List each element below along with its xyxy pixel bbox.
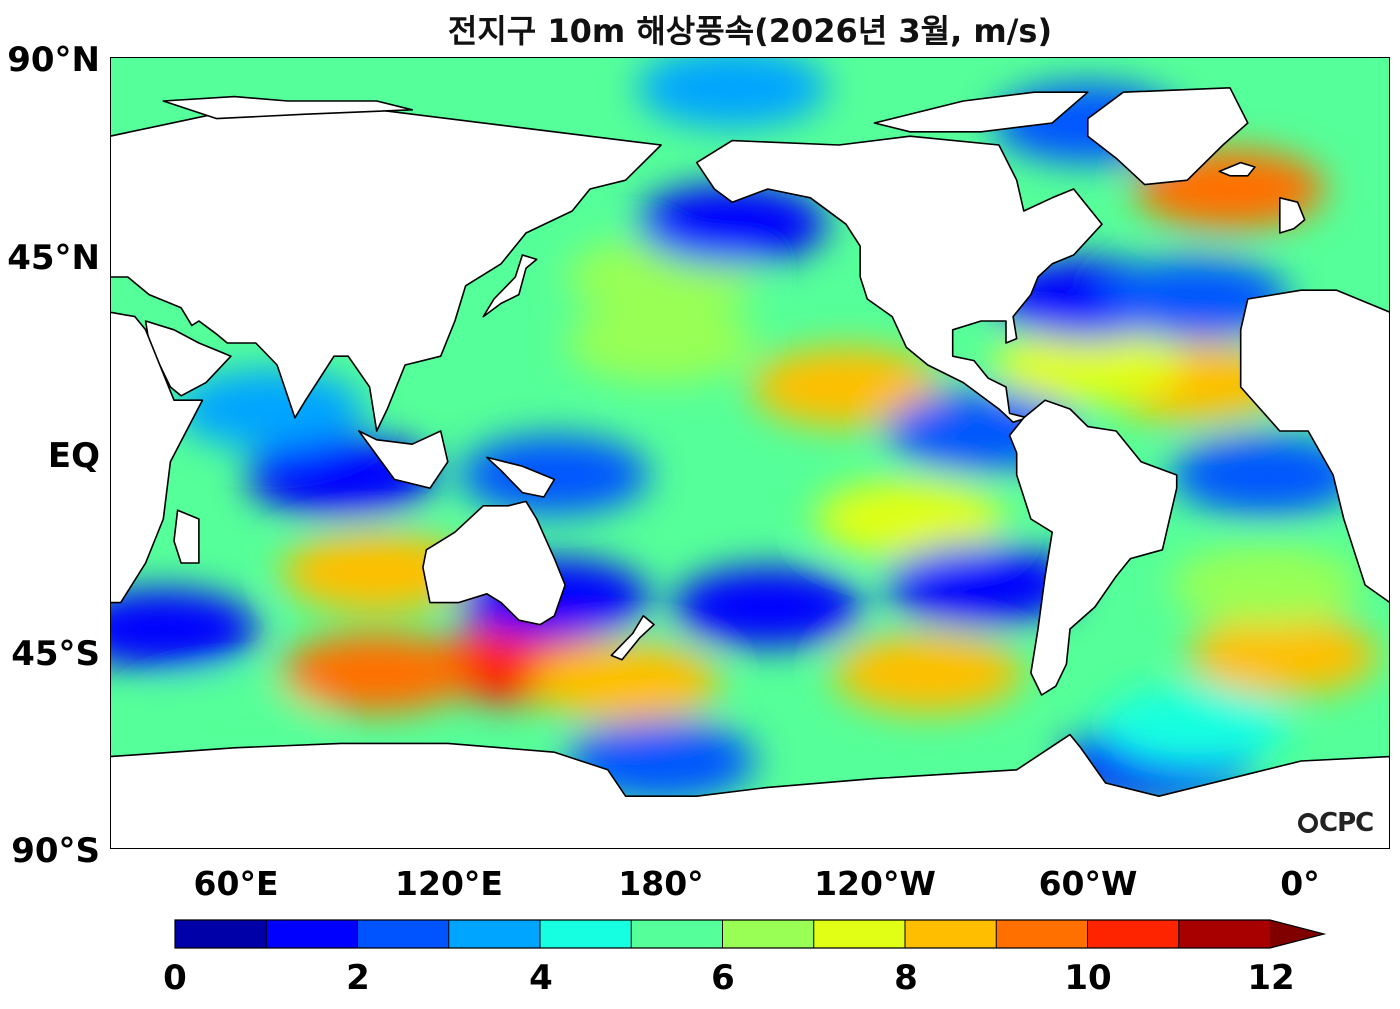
colorbar-bin-11 bbox=[1178, 920, 1271, 948]
land-africa-west bbox=[1239, 289, 1390, 604]
ytick-eq: EQ bbox=[47, 436, 100, 476]
colorbar-bin-7 bbox=[813, 920, 906, 948]
colorbar-bin-0 bbox=[175, 920, 267, 948]
colorbar-outline bbox=[174, 919, 1327, 949]
wind-cell-17 bbox=[1099, 259, 1290, 339]
land-australia bbox=[422, 500, 566, 626]
xtick-180: 180° bbox=[618, 864, 704, 903]
wind-speed-map bbox=[110, 57, 1390, 849]
cbar-tick-12: 12 bbox=[1247, 958, 1295, 998]
ytick-45n: 45°N bbox=[7, 238, 100, 278]
wind-cell-14 bbox=[886, 545, 1077, 625]
xtick-120e: 120°E bbox=[395, 864, 503, 903]
land-uk bbox=[1279, 197, 1306, 234]
wind-cell-1 bbox=[281, 633, 472, 713]
map-title: 전지구 10m 해상풍속(2026년 3월, m/s) bbox=[447, 12, 1053, 50]
ytick-45s: 45°S bbox=[11, 634, 100, 674]
wind-cell-27 bbox=[637, 57, 828, 128]
land-newguinea bbox=[486, 456, 556, 498]
colorbar-bin-10 bbox=[1087, 920, 1180, 948]
wind-cell-13 bbox=[672, 567, 863, 647]
colorbar-bin-1 bbox=[266, 920, 358, 948]
land-eurasia bbox=[110, 108, 662, 432]
wind-cell-29 bbox=[1099, 685, 1290, 766]
wind-cell-12 bbox=[992, 325, 1183, 405]
wind-cell-4 bbox=[1188, 615, 1379, 696]
wind-cell-3 bbox=[832, 633, 1023, 713]
land-newzealand bbox=[610, 614, 655, 661]
colorbar-bin-3 bbox=[448, 920, 541, 948]
wind-cell-9 bbox=[815, 479, 1005, 559]
ocpc-logo: CPC bbox=[1298, 808, 1374, 838]
xtick-0: 0° bbox=[1280, 864, 1320, 903]
ytick-90n: 90°N bbox=[7, 40, 100, 80]
colorbar-bin-5 bbox=[631, 920, 723, 948]
wind-cell-25 bbox=[110, 589, 259, 669]
wind-cell-8 bbox=[281, 531, 472, 612]
land-southamerica bbox=[1008, 399, 1178, 696]
xtick-60e: 60°E bbox=[193, 864, 279, 903]
land-greenland bbox=[1086, 86, 1249, 186]
wind-cell-23 bbox=[1170, 435, 1361, 515]
land-canada-archipelago bbox=[873, 91, 1089, 133]
land-indonesia bbox=[358, 430, 449, 490]
colorbar-bin-2 bbox=[357, 920, 450, 948]
xtick-60w: 60°W bbox=[1038, 864, 1138, 903]
land-iceland bbox=[1218, 161, 1256, 177]
land-madagascar bbox=[173, 509, 200, 564]
wind-cell-5 bbox=[751, 347, 941, 427]
wind-cell-18 bbox=[637, 184, 828, 265]
wind-cell-31 bbox=[175, 369, 365, 449]
colorbar-bin-6 bbox=[722, 920, 815, 948]
land-antarctica bbox=[110, 733, 1390, 849]
xtick-120w: 120°W bbox=[814, 864, 936, 903]
colorbar-bin-8 bbox=[905, 920, 997, 948]
land-northamerica bbox=[695, 135, 1103, 424]
cbar-tick-8: 8 bbox=[894, 958, 918, 998]
wind-cell-22 bbox=[459, 435, 650, 515]
colorbar-extend-arrow bbox=[1270, 920, 1324, 948]
cbar-tick-10: 10 bbox=[1064, 958, 1112, 998]
cbar-tick-4: 4 bbox=[529, 958, 553, 998]
colorbar-bin-4 bbox=[540, 920, 632, 948]
map-frame bbox=[110, 57, 1390, 849]
land-layer bbox=[110, 86, 1390, 849]
land-japan bbox=[482, 254, 538, 318]
wind-cell-24 bbox=[1170, 545, 1361, 625]
wind-cell-10 bbox=[566, 303, 757, 383]
colorbar bbox=[174, 919, 1327, 949]
cbar-tick-2: 2 bbox=[346, 958, 370, 998]
land-africa bbox=[110, 311, 204, 604]
land-arctic-islands bbox=[162, 95, 414, 120]
cbar-tick-0: 0 bbox=[163, 958, 187, 998]
colorbar-bin-9 bbox=[996, 920, 1088, 948]
wind-cell-2 bbox=[530, 641, 721, 722]
cbar-tick-6: 6 bbox=[711, 958, 735, 998]
ytick-90s: 90°S bbox=[11, 831, 100, 871]
